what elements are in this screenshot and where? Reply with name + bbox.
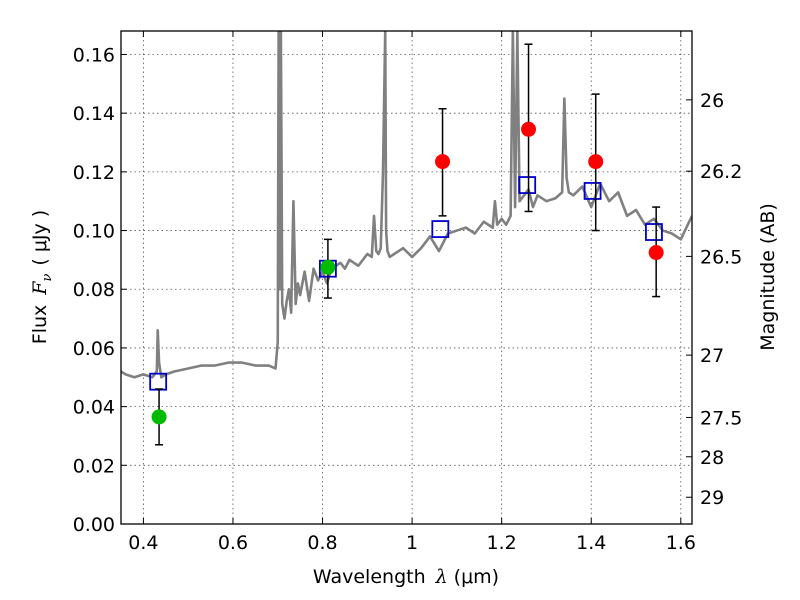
y2-tick-label: 26 <box>700 90 724 112</box>
red-observed-point <box>588 154 604 170</box>
model-photometry-square <box>645 223 663 241</box>
y-tick-label: 0.04 <box>73 397 115 419</box>
right-axis-label: Magnitude (AB) <box>757 203 779 351</box>
model-photometry-square <box>431 220 450 238</box>
model-spectrum-line <box>121 31 692 379</box>
model-photometry-square <box>583 182 602 200</box>
red-observed-point <box>435 154 451 170</box>
grid <box>121 31 692 525</box>
plot-data <box>121 31 692 446</box>
y2-tick-label: 29 <box>700 487 724 509</box>
y2-tick-label: 27.5 <box>700 407 742 429</box>
y-tick-label: 0.00 <box>73 514 115 536</box>
x-tick-label: 1.2 <box>487 532 517 554</box>
red-observed-point <box>648 245 664 261</box>
y-axis-label: FluxFν( μJy ) <box>29 210 55 344</box>
green-observed-point <box>320 259 336 275</box>
y-tick-label: 0.02 <box>73 455 115 477</box>
x-tick-label: 1 <box>406 532 418 554</box>
x-axis-label: Wavelength λ (μm) <box>313 566 499 588</box>
x-tick-label: 1.4 <box>576 532 606 554</box>
red-observed-point <box>521 121 537 137</box>
model-photometry-square <box>518 176 537 194</box>
x-tick-label: 0.8 <box>307 532 337 554</box>
x-tick-label: 0.6 <box>218 532 248 554</box>
y2-tick-label: 27 <box>700 345 724 367</box>
y-tick-label: 0.12 <box>73 162 115 184</box>
y2-tick-label: 26.2 <box>700 161 742 183</box>
plot-frame <box>120 30 693 525</box>
y2-tick-label: 26.5 <box>700 246 742 268</box>
y-tick-label: 0.06 <box>73 338 115 360</box>
y2-tick-label: 28 <box>700 447 724 469</box>
axis-ticks: 0.4 0.6 0.8 1 1.2 1.4 1.6 0.00 0.02 0.04 0.06 0.08 0… <box>73 31 742 554</box>
y-tick-label: 0.08 <box>73 279 115 301</box>
x-tick-label: 1.6 <box>666 532 696 554</box>
y-tick-label: 0.14 <box>73 103 115 125</box>
green-observed-point <box>151 409 167 425</box>
x-tick-label: 0.4 <box>128 532 158 554</box>
y-tick-label: 0.10 <box>73 221 115 243</box>
y-tick-label: 0.16 <box>73 44 115 66</box>
